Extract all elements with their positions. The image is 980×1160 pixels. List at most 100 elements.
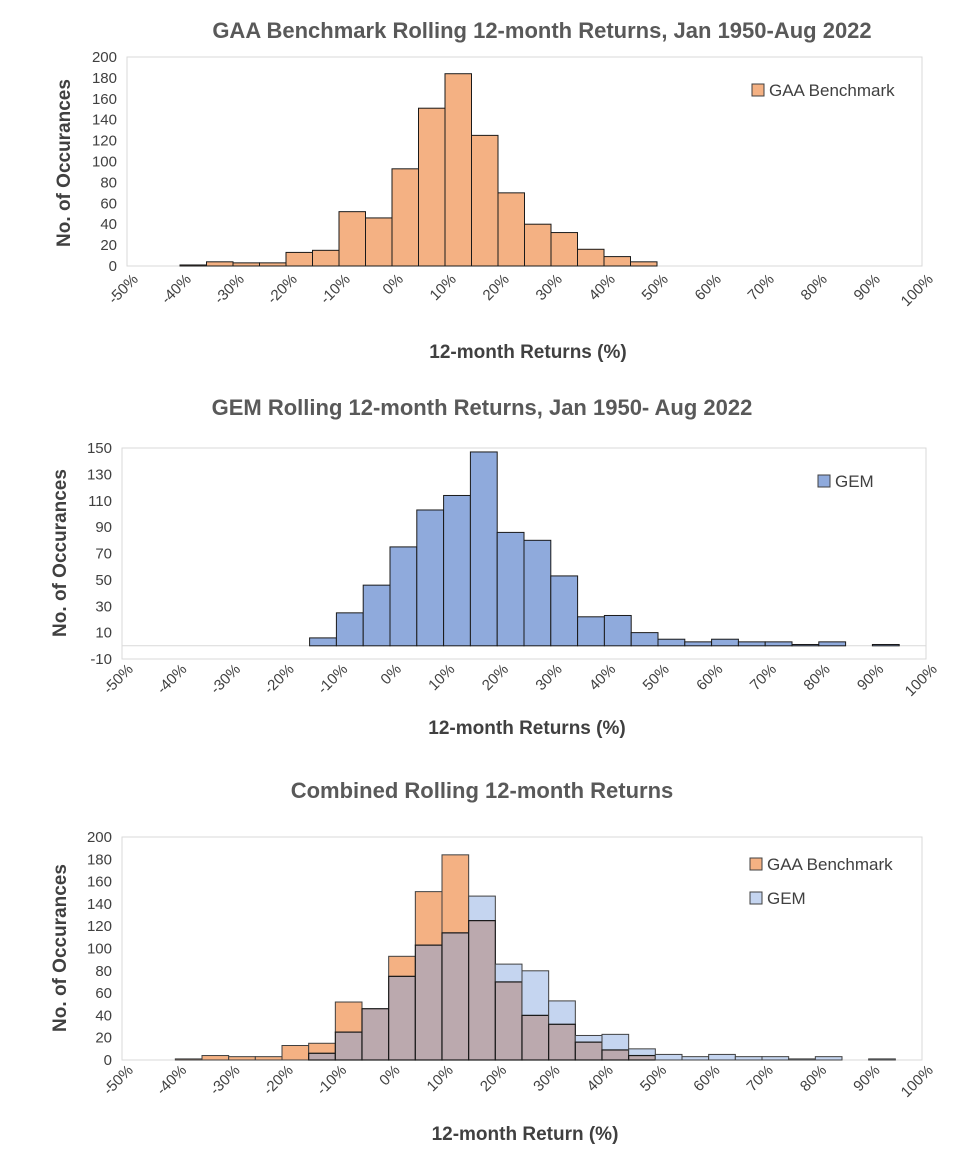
x-tick-label: 70% <box>747 661 780 694</box>
legend-swatch <box>817 474 831 488</box>
histogram-bar <box>550 232 578 267</box>
legend-label: GAA Benchmark <box>769 81 895 100</box>
histogram-bar <box>657 638 686 647</box>
y-axis-title: No. of Occurances <box>50 469 71 637</box>
overlap-bar <box>308 1052 336 1061</box>
y-tick-label: 40 <box>95 1007 112 1024</box>
gem-bar <box>468 895 496 922</box>
histogram-bar <box>764 641 793 647</box>
x-tick-label: 70% <box>745 271 778 304</box>
x-tick-label: 90% <box>854 661 887 694</box>
x-tick-label: -40% <box>158 271 195 308</box>
gem-bar <box>681 1056 710 1061</box>
x-tick-label: 0% <box>379 271 406 298</box>
x-tick-label: 100% <box>902 661 941 700</box>
overlap-bar <box>441 932 470 1061</box>
x-tick-label: -10% <box>314 661 351 698</box>
gaa-bar <box>308 1042 336 1054</box>
histogram-bar <box>818 641 847 647</box>
histogram-bar <box>791 643 820 647</box>
gem-bar <box>708 1053 736 1061</box>
x-tick-label: 80% <box>798 271 831 304</box>
histogram-bar <box>496 531 525 647</box>
x-tick-label: -30% <box>211 271 248 308</box>
legend-label: GEM <box>835 472 874 491</box>
x-tick-label: 100% <box>898 1062 937 1101</box>
y-tick-label: 0 <box>104 1052 112 1069</box>
y-tick-label: 120 <box>92 133 117 150</box>
gaa-bar <box>254 1056 283 1061</box>
y-tick-label: 150 <box>87 440 112 457</box>
x-tick-label: 100% <box>898 271 937 310</box>
histogram-bar <box>443 494 471 647</box>
chart-title: GEM Rolling 12-month Returns, Jan 1950- … <box>212 395 753 420</box>
gem-bar <box>868 1058 896 1061</box>
histogram-bar <box>285 251 313 267</box>
x-tick-label: 10% <box>425 661 458 694</box>
y-tick-label: 0 <box>109 258 117 275</box>
chart-panel-3: Combined Rolling 12-month Returns 0 20 40 60… <box>50 778 937 1145</box>
histogram-bar <box>497 192 525 267</box>
x-tick-label: -30% <box>207 1062 244 1099</box>
y-tick-label: 140 <box>92 112 117 129</box>
x-tick-label: 80% <box>797 1062 830 1095</box>
histogram-bar <box>391 168 419 267</box>
histogram-bar <box>469 451 498 647</box>
histogram-bar <box>365 217 393 267</box>
x-tick-label: -40% <box>153 1062 190 1099</box>
x-tick-label: 50% <box>637 1062 670 1095</box>
gem-bar <box>734 1056 763 1061</box>
x-tick-label: 50% <box>640 661 673 694</box>
x-tick-label: 0% <box>377 661 404 688</box>
gaa-bar <box>174 1058 203 1061</box>
gaa-bar <box>334 1001 363 1033</box>
x-tick-label: -20% <box>264 271 301 308</box>
chart-panel-1: GAA Benchmark Rolling 12-month Returns, … <box>54 18 937 363</box>
y-tick-label: 110 <box>88 493 112 510</box>
x-tick-label: 60% <box>690 1062 723 1095</box>
y-tick-label: 60 <box>95 985 112 1002</box>
y-tick-label: 70 <box>95 546 112 563</box>
x-tick-label: 70% <box>744 1062 777 1095</box>
histogram-bar <box>603 256 631 267</box>
y-tick-label: 80 <box>100 174 117 191</box>
gem-bar <box>761 1056 790 1061</box>
y-tick-label: 130 <box>87 466 112 483</box>
gem-bar <box>814 1056 843 1061</box>
y-tick-label: 80 <box>95 963 112 980</box>
gem-bar <box>601 1033 630 1051</box>
y-tick-label: 60 <box>100 195 117 212</box>
x-tick-label: -10% <box>313 1062 350 1099</box>
x-tick-label: 60% <box>692 271 725 304</box>
histogram-bar <box>335 612 364 647</box>
overlap-bar <box>468 920 496 1061</box>
histogram-bar <box>550 575 579 647</box>
x-tick-label: 40% <box>586 271 619 304</box>
x-tick-label: 20% <box>477 1062 510 1095</box>
x-tick-label: 80% <box>800 661 833 694</box>
x-tick-label: 40% <box>586 661 619 694</box>
x-tick-label: -30% <box>207 661 244 698</box>
x-axis-title: 12-month Returns (%) <box>428 718 625 739</box>
x-tick-label: -20% <box>260 1062 297 1099</box>
y-tick-label: -10 <box>90 651 112 668</box>
histogram-bar <box>471 134 499 267</box>
histogram-bar <box>179 264 207 267</box>
y-tick-label: 160 <box>92 91 117 108</box>
overlap-bar <box>601 1049 630 1061</box>
gaa-bar <box>388 955 416 977</box>
y-axis-title: No. of Occurances <box>50 864 71 1032</box>
gem-bar <box>788 1058 816 1061</box>
gem-bar <box>521 970 550 1016</box>
x-axis-title: 12-month Return (%) <box>432 1124 619 1145</box>
gem-bar <box>494 963 523 983</box>
histogram-bar <box>603 614 632 647</box>
histogram-bar <box>871 643 900 647</box>
x-tick-label: 40% <box>584 1062 617 1095</box>
y-axis-title: No. of Occurances <box>54 79 75 247</box>
y-tick-label: 180 <box>87 851 112 868</box>
legend-swatch <box>751 83 765 97</box>
y-tick-label: 100 <box>87 941 112 958</box>
y-tick-label: 20 <box>100 237 117 254</box>
